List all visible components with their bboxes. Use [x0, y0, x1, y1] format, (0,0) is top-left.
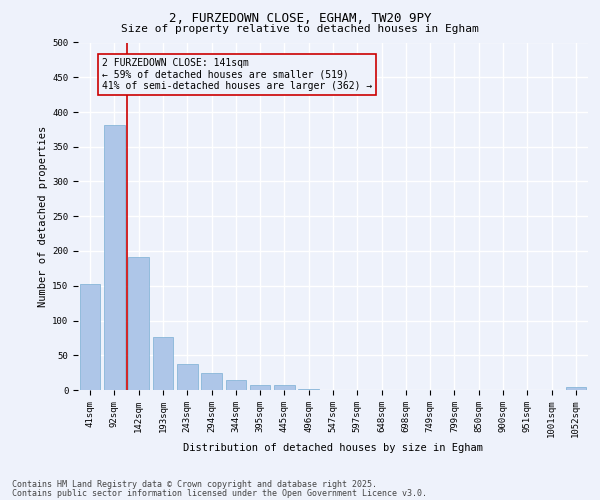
- Y-axis label: Number of detached properties: Number of detached properties: [38, 126, 48, 307]
- Bar: [128, 256, 149, 390]
- Text: Contains public sector information licensed under the Open Government Licence v3: Contains public sector information licen…: [12, 489, 427, 498]
- Bar: [274, 385, 295, 390]
- Text: Size of property relative to detached houses in Egham: Size of property relative to detached ho…: [121, 24, 479, 34]
- Bar: [566, 387, 586, 390]
- Bar: [80, 284, 100, 390]
- X-axis label: Distribution of detached houses by size in Egham: Distribution of detached houses by size …: [183, 443, 483, 453]
- Bar: [152, 337, 173, 390]
- Text: Contains HM Land Registry data © Crown copyright and database right 2025.: Contains HM Land Registry data © Crown c…: [12, 480, 377, 489]
- Bar: [298, 388, 319, 390]
- Text: 2 FURZEDOWN CLOSE: 141sqm
← 59% of detached houses are smaller (519)
41% of semi: 2 FURZEDOWN CLOSE: 141sqm ← 59% of detac…: [102, 58, 373, 91]
- Bar: [250, 385, 271, 390]
- Bar: [201, 372, 222, 390]
- Text: 2, FURZEDOWN CLOSE, EGHAM, TW20 9PY: 2, FURZEDOWN CLOSE, EGHAM, TW20 9PY: [169, 12, 431, 26]
- Bar: [104, 124, 125, 390]
- Bar: [177, 364, 197, 390]
- Bar: [226, 380, 246, 390]
